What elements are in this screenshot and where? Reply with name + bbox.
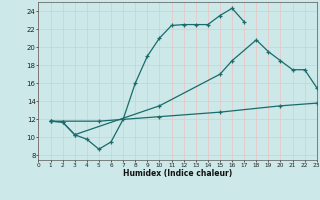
X-axis label: Humidex (Indice chaleur): Humidex (Indice chaleur) [123, 169, 232, 178]
